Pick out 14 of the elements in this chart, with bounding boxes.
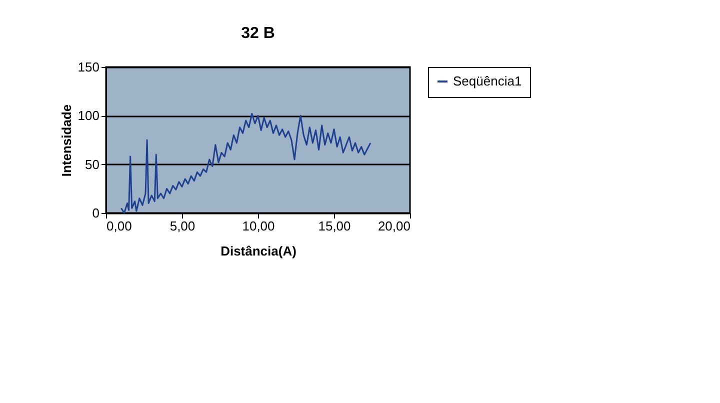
y-tick-label: 0	[92, 206, 100, 220]
x-tick-label: 5,00	[170, 218, 196, 234]
x-tick-label: 10,00	[242, 218, 275, 234]
y-axis-title: Intensidade	[58, 104, 74, 177]
x-tick-label: 0,00	[106, 218, 132, 234]
x-tick-label: 15,00	[318, 218, 351, 234]
line-series	[120, 112, 372, 214]
legend-label: Seqüência1	[453, 74, 522, 88]
y-tick-label: 100	[78, 108, 100, 124]
x-axis-title: Distância(A)	[220, 244, 296, 258]
x-tick-label: 20,00	[378, 218, 410, 234]
y-tick-label: 50	[85, 156, 100, 172]
chart-title: 32 B	[241, 25, 275, 42]
y-tick-label: 150	[78, 60, 100, 74]
